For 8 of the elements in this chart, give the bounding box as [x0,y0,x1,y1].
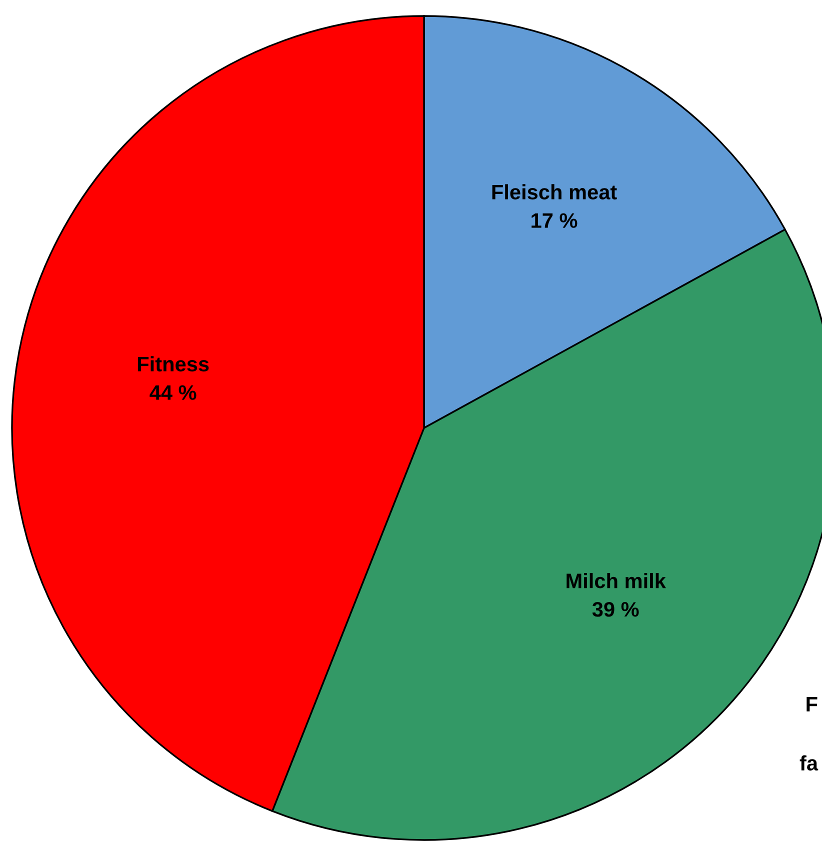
text: fa [800,755,818,771]
slice-label: Fitness [138,356,209,372]
data-label: 17 % [532,213,578,228]
data-label: 39 % [592,602,639,617]
slice-label: Fleisch meat [492,184,617,200]
data-label: 44 % [150,385,196,400]
text: F [806,697,818,712]
slice-label: Milch milk [566,572,666,588]
